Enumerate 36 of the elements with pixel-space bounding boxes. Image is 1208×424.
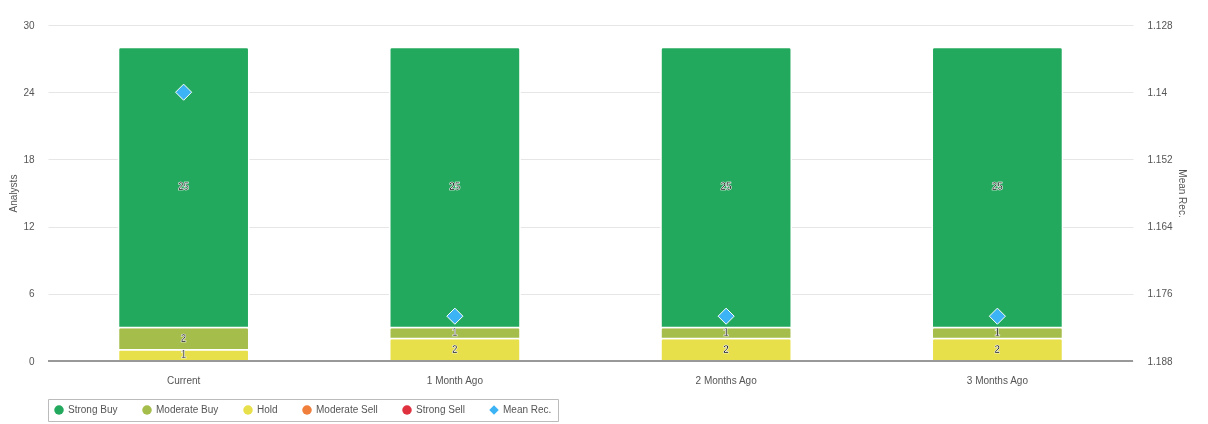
y-tick-label: 24 [23,86,35,98]
y-tick-label: 6 [28,288,35,300]
y-tick-label: 30 [23,19,35,31]
legend-label: Strong Buy [68,404,118,415]
data-label: 2 [180,332,187,344]
legend-label: Moderate Buy [156,404,219,415]
x-tick-label: Current [166,374,201,386]
data-label: 25 [449,181,461,193]
x-tick-label: 3 Months Ago [966,374,1029,386]
data-label: 2 [994,343,1001,355]
y2-tick-label: 1.14 [1147,86,1168,98]
y-tick-label: 0 [28,355,35,367]
y2-tick-label: 1.164 [1147,221,1173,233]
data-label: 1 [723,327,730,338]
legend-label: Mean Rec. [503,404,552,415]
y-tick-label: 12 [23,221,35,233]
y2-tick-label: 1.188 [1147,355,1173,367]
legend-label: Hold [257,404,278,415]
data-label: 1 [994,327,1001,338]
data-label: 25 [720,181,733,193]
y2-tick-label: 1.128 [1147,19,1173,31]
y2-tick-label: 1.152 [1147,153,1173,165]
data-label: 2 [452,343,459,355]
y-axis-title: Analysts [8,174,20,213]
legend-label: Moderate Sell [316,404,378,415]
y2-tick-label: 1.176 [1147,288,1173,300]
data-label: 1 [452,327,459,338]
y-tick-label: 18 [23,153,35,165]
x-tick-label: 1 Month Ago [426,374,484,386]
x-tick-label: 2 Months Ago [695,374,758,386]
data-label: 25 [991,181,1004,193]
legend-label: Strong Sell [416,404,465,415]
data-label: 1 [180,349,187,361]
data-label: 2 [723,343,730,355]
data-label: 25 [178,181,190,193]
y2-axis-title: Mean Rec. [1176,169,1188,218]
